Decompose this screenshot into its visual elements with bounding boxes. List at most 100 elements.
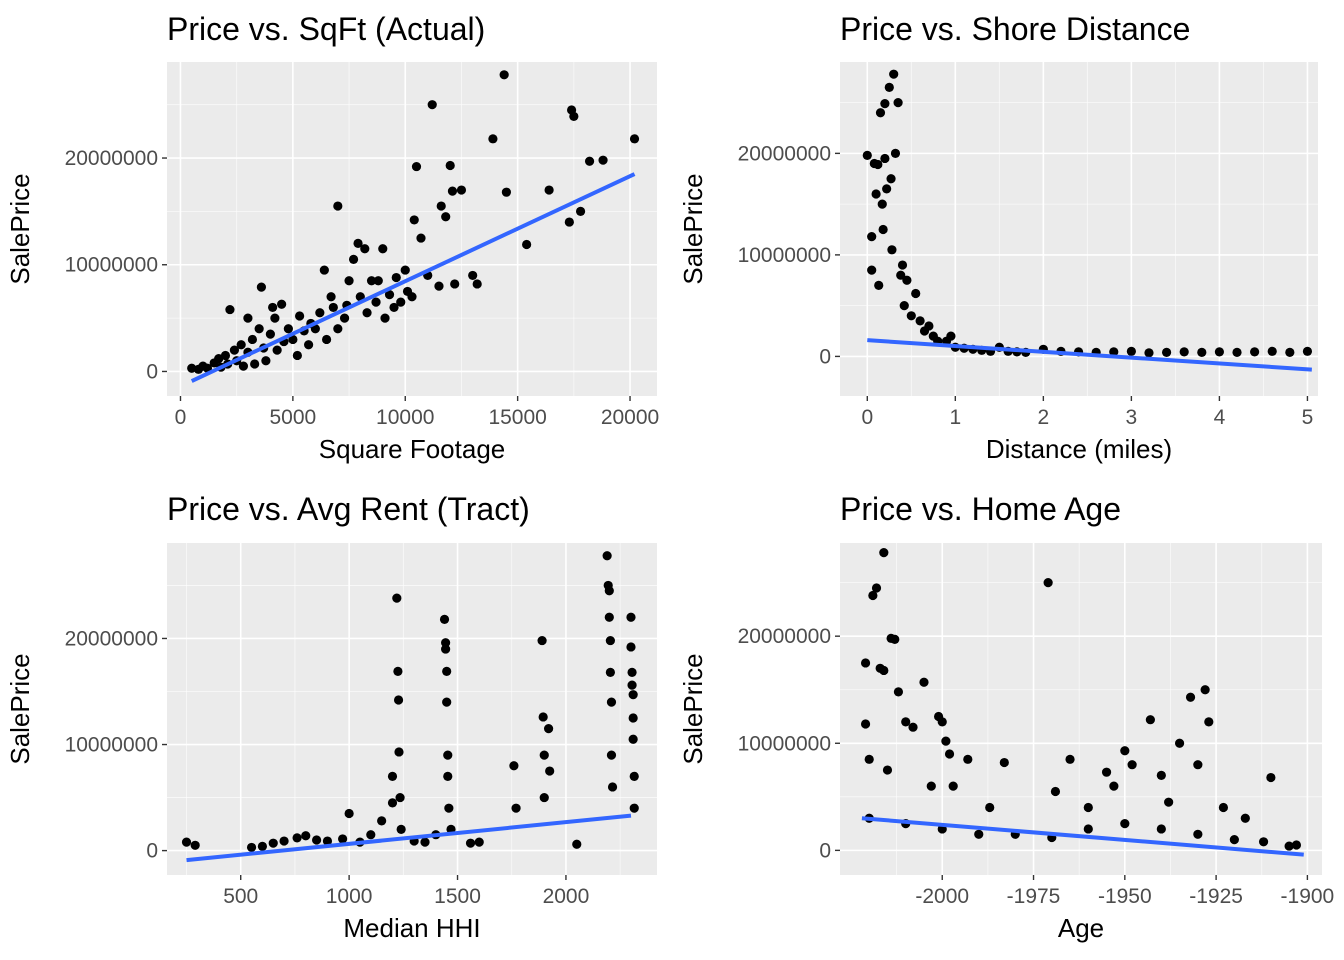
x-tick-label: -1950 [1098, 885, 1152, 908]
data-point [319, 265, 329, 275]
data-point [868, 590, 878, 601]
y-tick-label: 20000000 [738, 625, 831, 648]
data-point [963, 754, 973, 764]
data-point [985, 802, 995, 813]
data-point [999, 757, 1009, 768]
chart-panel-1: 0 5000 10000 15000 20000 0 10000000 20000000 Pri… [5, 11, 659, 464]
data-point [444, 803, 454, 813]
data-point [387, 771, 398, 781]
data-point [312, 835, 322, 845]
data-point [441, 212, 451, 222]
data-point [1156, 770, 1166, 781]
chart-title: Price vs. SqFt (Actual) [167, 11, 485, 47]
data-point [896, 270, 906, 280]
data-point [1266, 772, 1276, 783]
data-point [1126, 346, 1136, 356]
data-point [974, 829, 984, 839]
data-point [1156, 824, 1166, 834]
data-point [893, 98, 903, 108]
data-point [864, 754, 874, 764]
data-point [279, 836, 289, 846]
data-point [288, 334, 298, 345]
data-point [396, 297, 406, 307]
data-point [301, 831, 311, 841]
data-point [606, 750, 617, 760]
data-point [539, 792, 549, 803]
data-point [1120, 818, 1130, 829]
data-point [268, 838, 278, 848]
data-point [250, 359, 260, 369]
y-tick-label: 0 [819, 345, 831, 368]
y-axis-label: SalePrice [678, 173, 708, 284]
data-point [926, 781, 936, 791]
data-point [1120, 746, 1130, 756]
x-tick-label: 1 [949, 406, 961, 429]
data-point [878, 224, 888, 235]
data-point [384, 290, 395, 300]
data-point [1127, 760, 1137, 770]
y-tick-label: 20000000 [65, 147, 158, 170]
data-point [871, 189, 881, 199]
data-point [879, 548, 889, 558]
data-point [411, 161, 422, 172]
data-point [362, 308, 372, 318]
data-point [443, 771, 453, 781]
data-point [377, 816, 387, 826]
y-tick-label: 20000000 [65, 627, 158, 650]
data-point [537, 635, 547, 646]
data-point [1193, 760, 1203, 770]
x-axis-label: Age [1058, 913, 1104, 943]
chart-title: Price vs. Shore Distance [840, 11, 1190, 47]
data-point [322, 836, 333, 846]
data-point [272, 345, 282, 355]
data-point [416, 233, 426, 243]
data-point [333, 201, 343, 211]
data-point [373, 276, 383, 286]
data-point [366, 276, 377, 286]
data-point [1218, 802, 1229, 813]
trend-line [867, 338, 1312, 372]
x-tick-label: -1900 [1281, 885, 1335, 908]
data-point [447, 186, 458, 196]
data-point [391, 272, 401, 283]
data-point [628, 734, 638, 744]
x-axis-label: Distance (miles) [986, 434, 1172, 464]
data-point [295, 311, 305, 321]
data-point [1197, 347, 1207, 357]
chart-title: Price vs. Avg Rent (Tract) [167, 491, 530, 527]
data-point [465, 838, 476, 848]
x-axis-label: Square Footage [319, 434, 505, 464]
x-tick-label: 5 [1302, 406, 1314, 429]
data-point [606, 697, 617, 707]
data-point [254, 324, 264, 334]
data-point [1200, 685, 1210, 695]
data-point [225, 304, 235, 315]
data-point [629, 803, 639, 813]
data-point [602, 551, 612, 561]
x-tick-label: -2000 [915, 885, 969, 908]
data-point [409, 215, 419, 225]
data-point [924, 321, 934, 331]
data-point [292, 350, 302, 361]
data-point [190, 840, 200, 850]
data-point [445, 160, 455, 171]
data-point [1284, 841, 1294, 851]
data-point [604, 586, 614, 596]
data-point [882, 765, 893, 775]
data-point [441, 638, 451, 648]
data-point [877, 199, 887, 209]
x-tick-label: -1925 [1189, 885, 1243, 908]
data-point [181, 837, 192, 847]
trend-line [861, 816, 1304, 857]
data-point [1250, 347, 1260, 357]
chart-panel-3: 500 1000 1500 2000 0 10000000 20000000 Price vs… [5, 491, 657, 943]
data-point [436, 201, 446, 211]
data-point [629, 771, 639, 781]
data-point [862, 150, 872, 160]
data-point [880, 99, 890, 109]
data-point [443, 750, 453, 760]
data-point [1144, 348, 1154, 358]
data-point [442, 697, 452, 707]
x-tick-label: 20000 [601, 406, 659, 429]
y-tick-label: 10000000 [65, 254, 158, 277]
